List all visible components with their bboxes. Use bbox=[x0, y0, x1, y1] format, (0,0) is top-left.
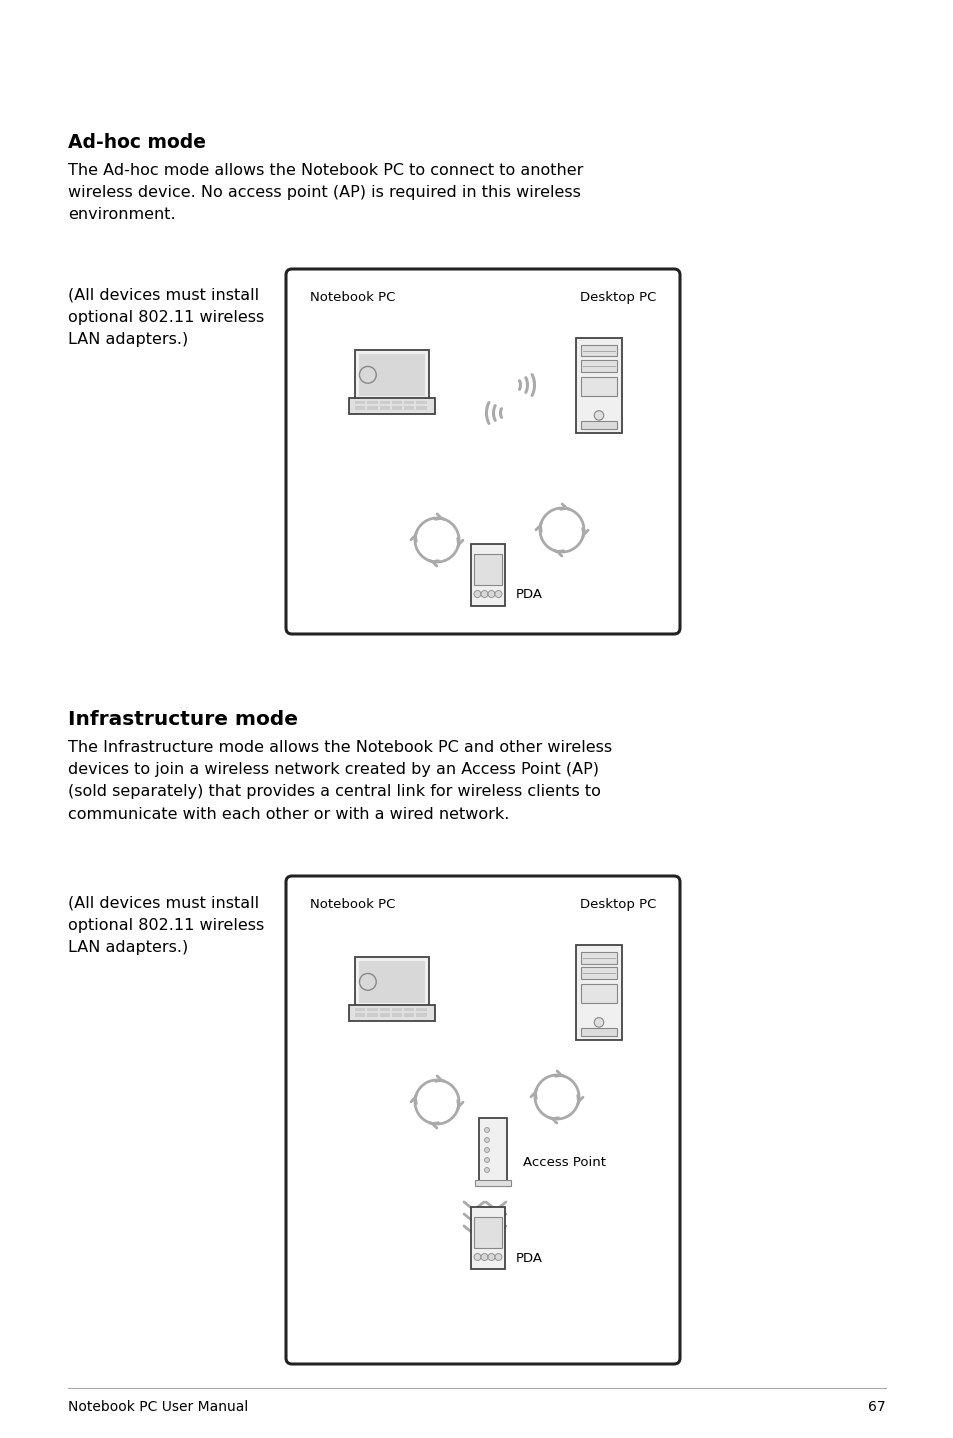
Bar bbox=[580, 377, 617, 397]
Bar bbox=[416, 1008, 426, 1011]
Text: Notebook PC: Notebook PC bbox=[310, 897, 395, 912]
Bar bbox=[576, 338, 621, 433]
Bar bbox=[379, 401, 390, 404]
Text: Desktop PC: Desktop PC bbox=[579, 897, 656, 912]
Bar bbox=[474, 554, 501, 585]
Bar bbox=[367, 1008, 377, 1011]
Bar bbox=[355, 406, 365, 410]
Bar bbox=[367, 406, 377, 410]
Bar bbox=[580, 952, 617, 963]
Bar bbox=[404, 1012, 414, 1017]
Text: Desktop PC: Desktop PC bbox=[579, 290, 656, 303]
Circle shape bbox=[474, 1254, 480, 1261]
Text: (All devices must install
optional 802.11 wireless
LAN adapters.): (All devices must install optional 802.1… bbox=[68, 288, 264, 348]
Bar bbox=[379, 1012, 390, 1017]
Bar bbox=[392, 1012, 402, 1017]
Bar bbox=[478, 1117, 506, 1186]
Bar bbox=[355, 401, 365, 404]
Circle shape bbox=[488, 591, 495, 598]
Bar bbox=[392, 401, 402, 404]
Bar bbox=[416, 401, 426, 404]
Circle shape bbox=[484, 1137, 489, 1143]
Bar bbox=[416, 406, 426, 410]
Circle shape bbox=[488, 1254, 495, 1261]
Circle shape bbox=[594, 411, 603, 420]
Bar bbox=[379, 1008, 390, 1011]
Text: Access Point: Access Point bbox=[522, 1156, 605, 1169]
Bar bbox=[355, 956, 428, 1007]
Text: The Infrastructure mode allows the Notebook PC and other wireless
devices to joi: The Infrastructure mode allows the Noteb… bbox=[68, 741, 612, 821]
Bar bbox=[471, 1206, 504, 1268]
Bar bbox=[416, 1012, 426, 1017]
Bar bbox=[379, 406, 390, 410]
Bar bbox=[471, 544, 504, 605]
Text: PDA: PDA bbox=[516, 588, 542, 601]
Bar bbox=[580, 361, 617, 371]
Bar bbox=[404, 401, 414, 404]
Circle shape bbox=[495, 1254, 501, 1261]
Bar bbox=[355, 1008, 365, 1011]
Bar bbox=[580, 968, 617, 979]
Bar bbox=[404, 1008, 414, 1011]
Bar bbox=[392, 406, 402, 410]
Bar bbox=[367, 1012, 377, 1017]
Bar bbox=[576, 945, 621, 1040]
Circle shape bbox=[484, 1127, 489, 1133]
Text: Notebook PC User Manual: Notebook PC User Manual bbox=[68, 1401, 248, 1414]
Circle shape bbox=[474, 591, 480, 598]
Text: 67: 67 bbox=[867, 1401, 885, 1414]
Bar bbox=[475, 1181, 511, 1186]
Bar bbox=[392, 1008, 402, 1011]
Text: Ad-hoc mode: Ad-hoc mode bbox=[68, 132, 206, 152]
Circle shape bbox=[484, 1168, 489, 1172]
Bar bbox=[474, 1217, 501, 1248]
FancyBboxPatch shape bbox=[286, 876, 679, 1365]
Bar bbox=[580, 985, 617, 1004]
Circle shape bbox=[480, 1254, 488, 1261]
Circle shape bbox=[484, 1148, 489, 1152]
Circle shape bbox=[495, 591, 501, 598]
Circle shape bbox=[480, 591, 488, 598]
Text: PDA: PDA bbox=[516, 1251, 542, 1264]
Bar bbox=[404, 406, 414, 410]
Text: Notebook PC: Notebook PC bbox=[310, 290, 395, 303]
Bar bbox=[359, 961, 424, 1002]
Bar bbox=[349, 397, 435, 414]
Bar bbox=[349, 1005, 435, 1021]
Bar bbox=[580, 421, 617, 429]
Text: Infrastructure mode: Infrastructure mode bbox=[68, 710, 297, 729]
Bar bbox=[367, 401, 377, 404]
Bar bbox=[359, 354, 424, 395]
Text: The Ad-hoc mode allows the Notebook PC to connect to another
wireless device. No: The Ad-hoc mode allows the Notebook PC t… bbox=[68, 162, 583, 223]
Circle shape bbox=[484, 1158, 489, 1162]
Bar bbox=[355, 1012, 365, 1017]
Bar bbox=[355, 349, 428, 400]
FancyBboxPatch shape bbox=[286, 269, 679, 634]
Text: (All devices must install
optional 802.11 wireless
LAN adapters.): (All devices must install optional 802.1… bbox=[68, 896, 264, 955]
Bar bbox=[580, 345, 617, 357]
Bar bbox=[580, 1028, 617, 1035]
Circle shape bbox=[594, 1018, 603, 1027]
